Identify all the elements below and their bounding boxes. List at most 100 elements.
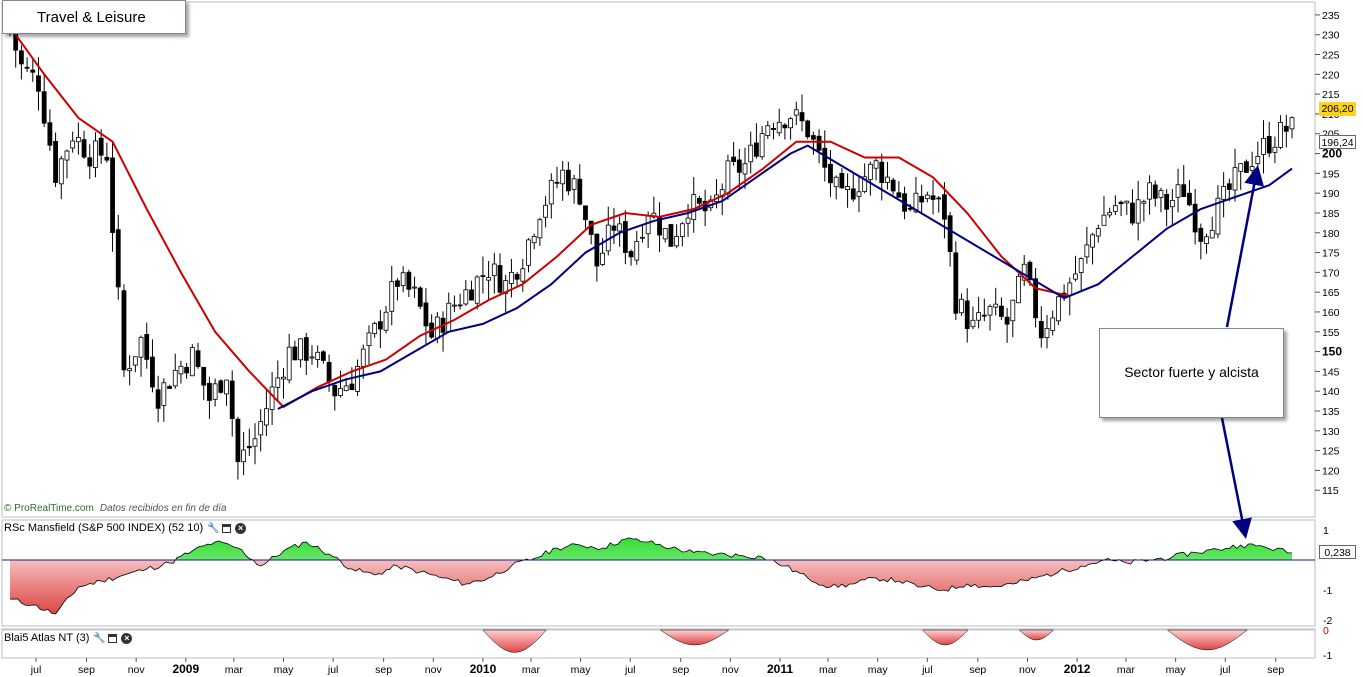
candle-body (349, 383, 355, 391)
candle-body (936, 197, 942, 200)
candle-body (110, 157, 115, 233)
y-tick-label: 235 (1322, 10, 1340, 22)
candle-body (1118, 201, 1124, 205)
candle-body (298, 338, 303, 361)
ma-blue-line (277, 144, 1293, 410)
candle-body (320, 351, 326, 361)
candle-body (1135, 199, 1141, 224)
wrench-icon[interactable]: 🔧 (93, 632, 106, 644)
y-tick-label: 175 (1322, 248, 1340, 260)
candle-body (554, 181, 560, 184)
candle-body (195, 350, 201, 368)
price-frame (1, 1, 1316, 518)
candle-body (93, 140, 98, 168)
arrow-to-rsc (1220, 417, 1252, 539)
candle-body (53, 140, 58, 183)
candle-body (1095, 228, 1101, 237)
candle-body (275, 377, 281, 388)
last-close-label: 206,20 (1319, 102, 1356, 116)
candle-body (1249, 166, 1255, 171)
candle-body (395, 280, 400, 287)
candle-body (873, 160, 879, 169)
candle-body (269, 386, 275, 410)
y-tick-label: 160 (1322, 307, 1340, 319)
candle-body (64, 150, 70, 161)
candle-body (372, 322, 378, 335)
candle-body (1169, 199, 1175, 208)
candle-body (856, 191, 862, 197)
candle-body (303, 337, 309, 361)
candle-body (548, 179, 554, 205)
candle-body (457, 304, 463, 307)
candle-body (1090, 234, 1095, 248)
candle-body (229, 380, 235, 420)
candle-body (474, 276, 480, 304)
candle-body (315, 351, 321, 360)
candle-body (782, 124, 788, 129)
y-tick-label: 225 (1322, 50, 1340, 62)
candle-body (953, 252, 959, 314)
candle-body (634, 240, 640, 261)
x-tick-label: sep (672, 664, 689, 676)
window-icon[interactable] (222, 523, 232, 533)
candle-body (736, 159, 742, 173)
candle-body (1016, 275, 1021, 304)
candle-body (469, 289, 474, 301)
candle-body (725, 160, 731, 194)
candle-body (919, 195, 925, 203)
candle-body (178, 365, 184, 375)
x-tick-label: may (868, 664, 889, 676)
x-tick-label: mar (522, 664, 541, 676)
candle-body (503, 280, 509, 294)
watermark-note: Datos recibidos en fin de día (99, 503, 227, 514)
candle-body (98, 137, 104, 156)
y-tick-label: 215 (1322, 89, 1340, 101)
window-icon[interactable] (108, 633, 118, 643)
candle-body (30, 69, 36, 73)
candle-body (662, 228, 668, 240)
candle-body (742, 163, 748, 175)
x-tick-label: sep (375, 664, 392, 676)
candle-body (1027, 261, 1033, 281)
candle-body (286, 346, 292, 381)
candle-body (355, 365, 360, 392)
candle-body (850, 188, 856, 200)
candle-body (1226, 183, 1232, 190)
candle-body (833, 176, 839, 188)
candle-body (526, 239, 531, 266)
rsc-tick-label: -2 (1323, 615, 1332, 627)
wrench-icon[interactable]: 🔧 (207, 522, 220, 534)
candle-body (976, 312, 982, 321)
candle-body (810, 135, 816, 140)
candle-body (389, 281, 395, 312)
candle-body (862, 176, 868, 192)
x-tick-label: 2011 (767, 662, 793, 676)
close-icon[interactable]: × (235, 522, 247, 534)
candle-body (150, 356, 155, 388)
candle-body (452, 304, 457, 307)
candle-body (263, 408, 269, 426)
candle-body (326, 362, 332, 383)
atlas-episode (922, 629, 969, 646)
candle-body (1181, 184, 1187, 198)
candle-body (793, 109, 799, 116)
candle-body (1078, 258, 1084, 273)
candle-body (594, 233, 600, 267)
candle-body (189, 347, 195, 377)
candle-body (805, 120, 811, 138)
candle-body (839, 172, 845, 189)
candle-body (947, 215, 953, 253)
close-icon[interactable]: × (121, 632, 133, 644)
rsc-header: RSc Mansfield (S&P 500 INDEX) (52 10) 🔧 … (4, 522, 247, 534)
candle-body (731, 156, 737, 162)
x-tick-label: sep (78, 664, 95, 676)
y-tick-label: 145 (1322, 366, 1340, 378)
y-tick-label: 170 (1322, 267, 1340, 279)
y-tick-label: 180 (1322, 228, 1340, 240)
ma-red-line (9, 26, 1071, 409)
candle-body (1204, 236, 1209, 245)
candle-body (1261, 137, 1266, 155)
x-tick-label: may (274, 664, 295, 676)
candle-body (514, 273, 520, 280)
